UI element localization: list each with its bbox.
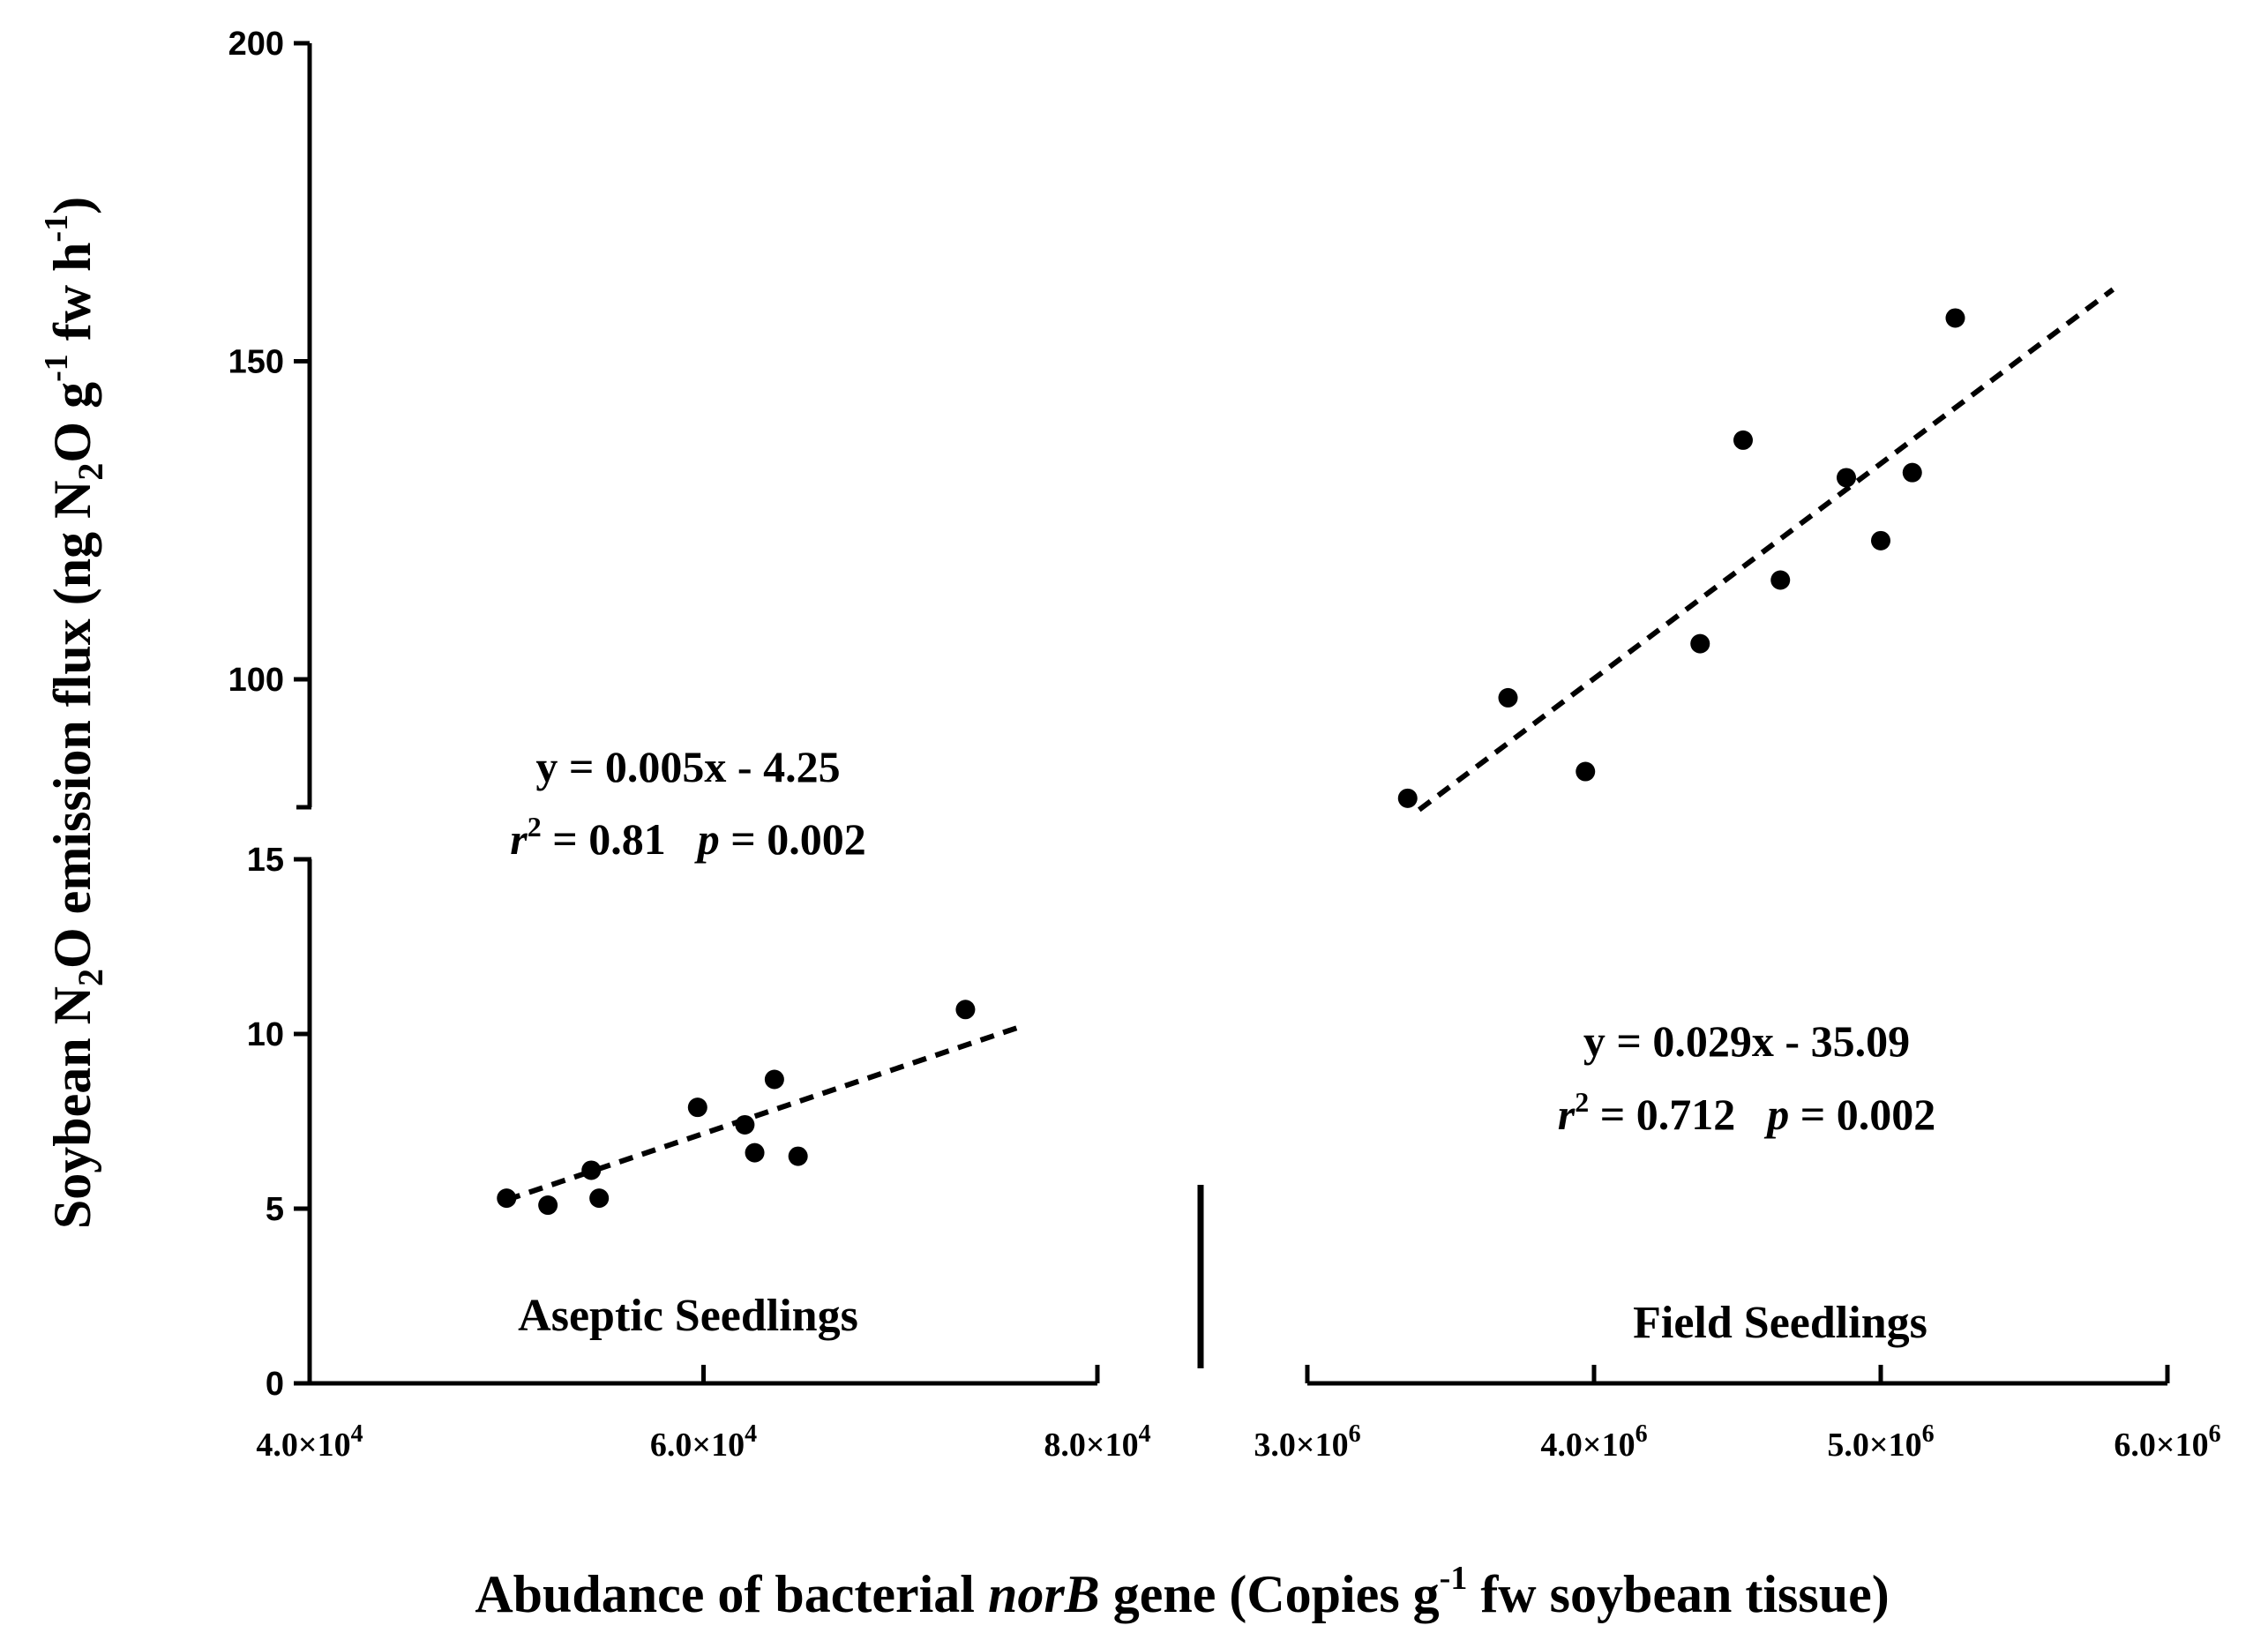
y-title-exp-2: -1 — [38, 214, 75, 243]
x-title-part-2: gene (Copies g — [1100, 1565, 1440, 1623]
field-data-point-4 — [1690, 633, 1710, 654]
y-axis-title: Soybean N2O emission flux (ng N2O g-1 fw… — [38, 197, 110, 1229]
x-tick-label-right-3: 6.0×106 — [2114, 1420, 2220, 1464]
y-tick-label-lower-15: 15 — [247, 842, 284, 879]
aseptic-data-point-7 — [745, 1142, 765, 1163]
field-data-point-1 — [1397, 788, 1418, 808]
field-r2-value: = 0.712 — [1589, 1090, 1735, 1139]
y-tick-label-lower-0: 0 — [266, 1366, 284, 1403]
field-r-exponent: 2 — [1575, 1086, 1589, 1118]
x-tick-label-left-0: 4.0×104 — [256, 1420, 363, 1464]
field-data-point-7 — [1837, 468, 1856, 488]
field-trend-line — [1417, 287, 2115, 813]
y-title-exp-1: -1 — [38, 354, 75, 382]
y-tick-label-lower-5: 5 — [266, 1191, 284, 1228]
aseptic-data-point-9 — [788, 1146, 808, 1166]
aseptic-trend-line — [505, 1024, 1020, 1202]
y-title-sub-2: 2 — [71, 463, 110, 481]
field-group-label: Field Seedlings — [1633, 1298, 1927, 1348]
aseptic-data-point-10 — [955, 1000, 976, 1020]
field-stats: r2 = 0.712 p = 0.002 — [1558, 1086, 1935, 1139]
x-title-exponent: -1 — [1440, 1560, 1468, 1597]
x-title-part-3: fw soybean tissue) — [1467, 1565, 1889, 1623]
x-tick-label-left-1: 6.0×104 — [650, 1420, 757, 1464]
field-data-point-5 — [1733, 430, 1753, 450]
aseptic-stats: r2 = 0.81 p = 0.002 — [510, 811, 865, 864]
aseptic-data-point-2 — [538, 1195, 558, 1216]
field-p-value: = 0.002 — [1789, 1090, 1935, 1139]
aseptic-group-label: Aseptic Seedlings — [518, 1291, 858, 1341]
y-title-part-4: fw h — [43, 243, 101, 355]
y-tick-label-upper-100: 100 — [228, 662, 284, 699]
aseptic-p-value: = 0.002 — [720, 814, 866, 864]
y-title-sub-1: 2 — [71, 969, 110, 986]
aseptic-data-point-4 — [589, 1188, 610, 1209]
field-data-point-8 — [1871, 530, 1890, 551]
x-tick-label-right-0: 3.0×106 — [1254, 1420, 1360, 1464]
aseptic-data-point-1 — [497, 1188, 517, 1209]
aseptic-r-exponent: 2 — [528, 811, 542, 843]
field-data-point-9 — [1902, 462, 1922, 483]
aseptic-r2-value: = 0.81 — [542, 814, 666, 864]
y-tick-label-lower-10: 10 — [247, 1016, 284, 1053]
field-equation: y = 0.029x - 35.09 — [1583, 1016, 1910, 1066]
y-title-part-1: Soybean N — [43, 986, 101, 1229]
aseptic-data-point-3 — [581, 1160, 602, 1180]
x-axis-title: Abudance of bacterial norB gene (Copies … — [475, 1560, 1889, 1623]
field-data-point-10 — [1945, 308, 1965, 328]
x-tick-label-right-2: 5.0×106 — [1827, 1420, 1934, 1464]
x-tick-label-right-1: 4.0×106 — [1540, 1420, 1647, 1464]
field-data-point-6 — [1770, 570, 1791, 590]
x-axis: 4.0×104 6.0×104 8.0×104 3.0×106 4.0×106 5.0×1… — [256, 1185, 2221, 1464]
x-title-part-1: Abudance of bacterial — [475, 1565, 988, 1623]
field-data-point-2 — [1498, 687, 1518, 708]
x-tick-label-left-2: 8.0×104 — [1044, 1420, 1150, 1464]
y-axis: 0 5 10 15 100 150 200 — [228, 26, 312, 1403]
y-tick-label-upper-150: 150 — [228, 344, 284, 381]
aseptic-r-symbol: r — [510, 814, 528, 864]
aseptic-data-point-6 — [735, 1114, 755, 1135]
y-title-part-2: O emission flux (ng N — [43, 481, 101, 969]
aseptic-data-point-8 — [764, 1069, 784, 1090]
field-p-symbol: p — [1763, 1090, 1789, 1139]
y-title-part-5: ) — [43, 197, 101, 214]
x-title-gene: norB — [988, 1565, 1100, 1623]
field-r-symbol: r — [1558, 1090, 1576, 1139]
y-title-part-3: O g — [43, 382, 101, 463]
aseptic-data-point-5 — [687, 1097, 707, 1118]
aseptic-p-symbol: p — [694, 814, 720, 864]
field-data-point-3 — [1576, 761, 1596, 782]
y-tick-label-upper-200: 200 — [228, 26, 284, 63]
aseptic-equation: y = 0.005x - 4.25 — [535, 742, 840, 791]
